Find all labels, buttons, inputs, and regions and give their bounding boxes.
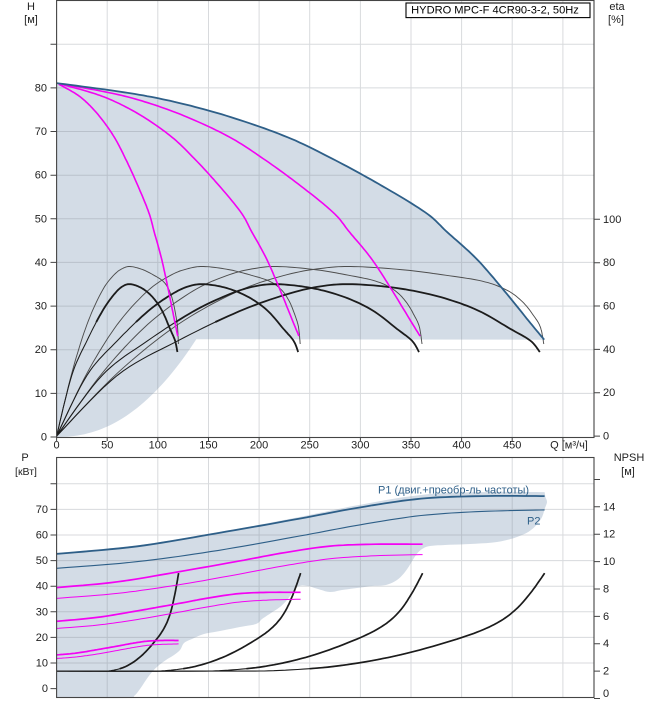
svg-text:eta: eta [609, 1, 625, 13]
svg-text:[м]: [м] [621, 466, 635, 478]
svg-text:10: 10 [603, 556, 615, 568]
svg-text:70: 70 [35, 126, 47, 138]
svg-text:200: 200 [250, 440, 268, 452]
svg-text:NPSH: NPSH [614, 452, 645, 464]
svg-text:450: 450 [503, 440, 521, 452]
svg-text:300: 300 [351, 440, 369, 452]
svg-text:60: 60 [35, 170, 47, 182]
svg-text:30: 30 [36, 606, 48, 618]
svg-text:100: 100 [149, 440, 167, 452]
svg-text:60: 60 [36, 530, 48, 542]
svg-text:10: 10 [36, 658, 48, 670]
svg-text:40: 40 [603, 344, 615, 356]
svg-text:10: 10 [35, 388, 47, 400]
svg-text:20: 20 [36, 632, 48, 644]
svg-text:P2: P2 [527, 516, 540, 528]
svg-text:400: 400 [452, 440, 470, 452]
svg-text:80: 80 [603, 257, 615, 269]
svg-text:30: 30 [35, 301, 47, 313]
svg-text:50: 50 [36, 555, 48, 567]
svg-text:100: 100 [603, 214, 621, 226]
svg-text:P: P [21, 452, 28, 464]
svg-text:0: 0 [41, 432, 47, 444]
svg-text:[кВт]: [кВт] [15, 466, 37, 478]
svg-text:0: 0 [603, 431, 609, 443]
svg-text:80: 80 [35, 82, 47, 94]
svg-text:50: 50 [35, 213, 47, 225]
svg-text:HYDRO MPC-F 4CR90-3-2, 50Hz: HYDRO MPC-F 4CR90-3-2, 50Hz [411, 5, 579, 17]
svg-text:Q [м³/ч]: Q [м³/ч] [550, 440, 588, 452]
svg-text:350: 350 [402, 440, 420, 452]
svg-text:20: 20 [35, 344, 47, 356]
svg-text:2: 2 [603, 666, 609, 678]
svg-text:P1 (двиг.+преобр-ль частоты): P1 (двиг.+преобр-ль частоты) [378, 485, 529, 497]
svg-text:12: 12 [603, 529, 615, 541]
svg-text:20: 20 [603, 387, 615, 399]
svg-text:14: 14 [603, 501, 615, 513]
svg-text:40: 40 [35, 257, 47, 269]
svg-text:H: H [27, 1, 35, 13]
svg-text:0: 0 [603, 688, 609, 700]
svg-text:8: 8 [603, 583, 609, 595]
svg-text:6: 6 [603, 611, 609, 623]
svg-text:4: 4 [603, 638, 609, 650]
svg-text:50: 50 [101, 440, 113, 452]
svg-text:0: 0 [42, 683, 48, 695]
svg-text:150: 150 [199, 440, 217, 452]
svg-text:0: 0 [54, 440, 60, 452]
svg-text:70: 70 [36, 504, 48, 516]
svg-text:[%]: [%] [608, 14, 624, 26]
svg-text:250: 250 [301, 440, 319, 452]
svg-text:[м]: [м] [24, 14, 38, 26]
svg-text:60: 60 [603, 301, 615, 313]
svg-text:40: 40 [36, 581, 48, 593]
